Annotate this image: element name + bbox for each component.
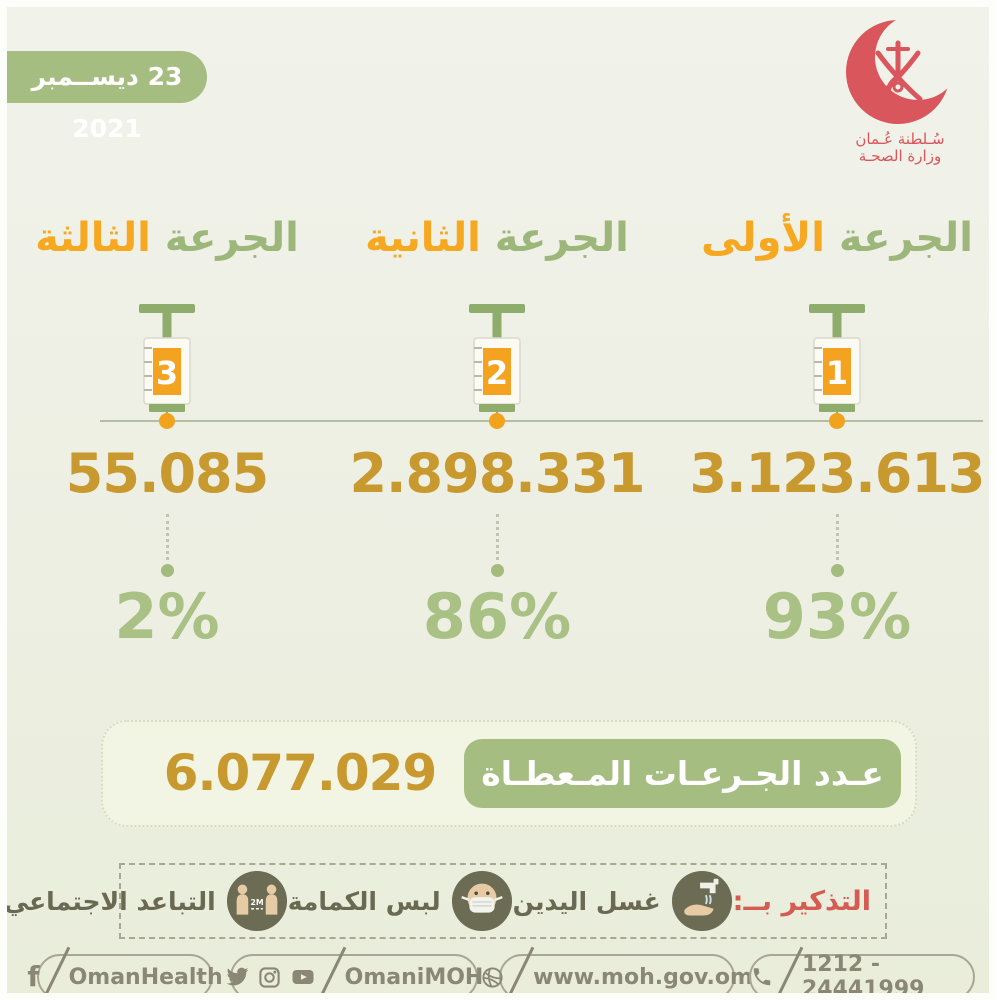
phone-pill: 1212 - 24441999: [749, 946, 975, 993]
moh-logo: سُـلطنة عُـمان وزارة الصحـة: [825, 17, 975, 165]
dose-second-word1: الجرعة: [494, 215, 629, 261]
timeline-axis: [100, 420, 983, 422]
instagram-icon: [258, 966, 280, 988]
dose-first-word1: الجرعة: [838, 215, 973, 261]
globe-icon: [482, 966, 503, 988]
axis-marker-dot: [829, 413, 845, 429]
dose-third-word1: الجرعة: [164, 215, 299, 261]
facebook-handle-text: OmanHealth: [68, 964, 223, 990]
date-badge: 23 ديســمبر 2021: [7, 51, 207, 143]
logo-text-line2: وزارة الصحـة: [858, 147, 942, 165]
dose-column-second: الجرعة الثانية 2 2.898.331 86%: [332, 202, 662, 653]
dose-first-count: 3.123.613: [689, 442, 985, 505]
social-handle-pill: OmaniMOH: [226, 946, 483, 993]
dotted-connector: [835, 514, 839, 560]
connector-dot: [490, 564, 504, 577]
handwash-icon: [671, 870, 732, 932]
syringe-number: 3: [156, 354, 178, 392]
dose-second-title: الجرعة الثانية: [332, 202, 662, 276]
svg-text:2M: 2M: [250, 898, 263, 907]
twitter-icon: [226, 967, 249, 986]
syringe-number: 2: [486, 354, 508, 392]
slash-divider: [314, 946, 346, 993]
syringe-icon: 2: [469, 304, 525, 429]
facebook-icon: f: [27, 960, 40, 993]
dose-third-word2: الثالثة: [35, 215, 151, 261]
dose-second-count: 2.898.331: [349, 442, 645, 505]
connector-dot: [830, 564, 844, 577]
dose-third-title: الجرعة الثالثة: [7, 202, 332, 276]
reminder-label-mask: لبس الكمامة: [287, 886, 441, 916]
axis-marker-dot: [159, 413, 175, 429]
crescent-emblem-icon: [846, 20, 950, 124]
slash-divider: [771, 946, 804, 993]
phone-icon: [753, 968, 771, 986]
dose-second-percent: 86%: [422, 580, 572, 653]
dose-third-percent: 2%: [114, 580, 220, 653]
dose-first-percent: 93%: [762, 580, 912, 653]
syringe-icon: 1: [809, 304, 865, 429]
slash-divider: [38, 946, 70, 993]
facebook-handle-pill: f OmanHealth: [27, 946, 223, 993]
mask-icon: [451, 870, 512, 932]
connector-dot: [160, 564, 174, 577]
dotted-connector: [495, 514, 499, 560]
syringe-icon: 3: [139, 304, 195, 429]
social-handle-text: OmaniMOH: [344, 964, 484, 990]
phone-text: 1212 - 24441999: [802, 952, 925, 993]
slash-divider: [502, 946, 535, 993]
infographic-canvas: 23 ديســمبر 2021 سُـلطنة عُـمان وزارة ال…: [7, 7, 989, 993]
reminder-item-handwash: غسل اليدين: [513, 870, 733, 932]
dotted-connector: [165, 514, 169, 560]
reminder-label-handwash: غسل اليدين: [512, 886, 661, 916]
total-doses-bar: 6.077.029 عـدد الجـرعـات المـعطـاة: [101, 720, 917, 827]
youtube-icon: [292, 970, 314, 984]
website-pill: www.moh.gov.om: [482, 946, 753, 993]
reminder-item-mask: لبس الكمامة: [288, 870, 513, 932]
total-doses-label: عـدد الجـرعـات المـعطـاة: [464, 739, 901, 808]
reminder-strip: التذكير بــ: غسل اليدين لبس الكمامة: [7, 863, 887, 939]
website-text: www.moh.gov.om: [533, 964, 753, 990]
reminder-title: التذكير بــ:: [732, 885, 871, 917]
dose-column-third: الجرعة الثالثة 3 55.085 2%: [7, 202, 332, 653]
dose-column-first: الجرعة الأولى 1 3.123.613 93%: [672, 202, 989, 653]
total-doses-value: 6.077.029: [163, 744, 438, 802]
syringe-number: 1: [826, 354, 848, 392]
social-distance-icon: 2M: [226, 870, 287, 932]
dose-second-word2: الثانية: [365, 215, 481, 261]
dose-first-word2: الأولى: [701, 215, 825, 261]
dose-third-count: 55.085: [65, 442, 269, 505]
reminder-label-distance: التباعد الاجتماعي: [7, 886, 216, 916]
dose-first-title: الجرعة الأولى: [672, 202, 989, 276]
axis-marker-dot: [489, 413, 505, 429]
logo-text-line1: سُـلطنة عُـمان: [855, 130, 945, 148]
reminder-item-distance: 2M التباعد الاجتماعي: [7, 870, 288, 932]
